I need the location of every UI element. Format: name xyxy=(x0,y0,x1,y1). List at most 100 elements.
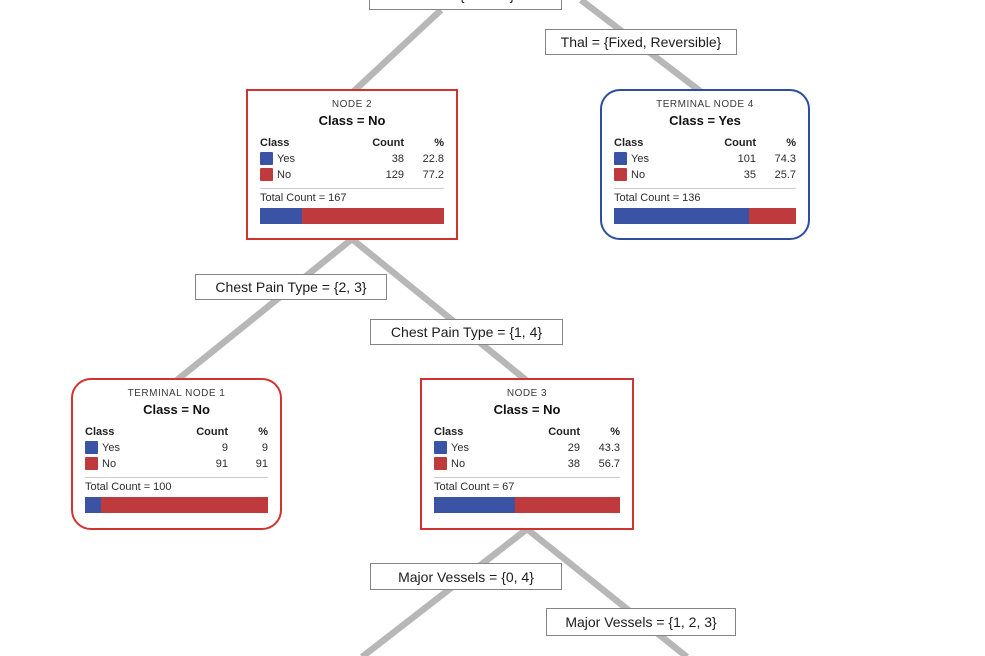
stat-table-header: Class Count % xyxy=(260,137,444,149)
stat-row-yes: Yes 101 74.3 xyxy=(614,152,796,165)
tree-edge xyxy=(174,236,355,383)
row-pct: 9 xyxy=(261,441,268,454)
edge-label-chest-pain-2-3: Chest Pain Type = {2, 3} xyxy=(195,274,387,300)
row-label: Yes xyxy=(277,152,295,165)
tree-node-3[interactable]: NODE 3 Class = No Class Count % Yes 29 4… xyxy=(420,378,634,530)
stat-row-no: No 91 91 xyxy=(85,457,268,470)
yes-bar-segment xyxy=(85,497,102,513)
yes-bar-segment xyxy=(614,208,750,224)
no-bar-segment xyxy=(301,208,444,224)
class-distribution-bar xyxy=(434,497,620,513)
row-pct: 91 xyxy=(255,457,268,470)
col-count: Count xyxy=(548,426,580,438)
yes-swatch xyxy=(434,441,447,454)
tree-edge xyxy=(349,236,529,383)
row-label: Yes xyxy=(631,152,649,165)
row-label: No xyxy=(277,168,292,181)
row-label: Yes xyxy=(102,441,120,454)
total-count: Total Count = 100 xyxy=(85,481,172,493)
node-class-label: Class = No xyxy=(493,402,561,417)
tree-terminal-node-4[interactable]: TERMINAL NODE 4 Class = Yes Class Count … xyxy=(600,89,810,240)
no-swatch xyxy=(85,457,98,470)
no-swatch xyxy=(434,457,447,470)
row-pct: 43.3 xyxy=(598,441,620,454)
tree-edge xyxy=(351,7,444,94)
row-label: No xyxy=(631,168,646,181)
col-class: Class xyxy=(260,137,290,149)
divider xyxy=(85,477,268,478)
edge-label-chest-pain-1-4: Chest Pain Type = {1, 4} xyxy=(370,319,563,345)
no-bar-segment xyxy=(749,208,796,224)
class-distribution-bar xyxy=(614,208,796,224)
class-distribution-bar xyxy=(85,497,268,513)
no-swatch xyxy=(260,168,273,181)
stat-row-yes: Yes 9 9 xyxy=(85,441,268,454)
row-pct: 74.3 xyxy=(774,152,796,165)
tree-edge xyxy=(360,526,529,656)
col-pct: % xyxy=(786,137,796,149)
col-class: Class xyxy=(614,137,644,149)
stat-row-no: No 129 77.2 xyxy=(260,168,444,181)
tree-edge xyxy=(524,526,690,656)
stat-row-no: No 35 25.7 xyxy=(614,168,796,181)
col-class: Class xyxy=(434,426,464,438)
row-label: Yes xyxy=(451,441,469,454)
node-title: TERMINAL NODE 4 xyxy=(656,99,754,110)
col-class: Class xyxy=(85,426,115,438)
yes-bar-segment xyxy=(434,497,515,513)
col-count: Count xyxy=(196,426,228,438)
tree-node-2[interactable]: NODE 2 Class = No Class Count % Yes 38 2… xyxy=(246,89,458,240)
edge-label-major-vessels-1-2-3: Major Vessels = {1, 2, 3} xyxy=(546,608,736,636)
node-class-label: Class = No xyxy=(143,402,210,417)
no-bar-segment xyxy=(101,497,268,513)
node-title: TERMINAL NODE 1 xyxy=(127,388,226,399)
stat-row-yes: Yes 29 43.3 xyxy=(434,441,620,454)
row-count: 9 xyxy=(221,441,228,454)
stat-row-yes: Yes 38 22.8 xyxy=(260,152,444,165)
divider xyxy=(614,188,796,189)
row-count: 101 xyxy=(737,152,756,165)
col-pct: % xyxy=(258,426,268,438)
edge-label-thal-fixed-reversible: Thal = {Fixed, Reversible} xyxy=(545,29,737,55)
yes-swatch xyxy=(260,152,273,165)
edge-label-major-vessels-0-4: Major Vessels = {0, 4} xyxy=(370,563,562,590)
col-pct: % xyxy=(610,426,620,438)
yes-swatch xyxy=(85,441,98,454)
node-class-label: Class = Yes xyxy=(669,113,741,128)
col-count: Count xyxy=(372,137,404,149)
no-swatch xyxy=(614,168,627,181)
row-count: 91 xyxy=(215,457,228,470)
row-count: 29 xyxy=(567,441,580,454)
class-distribution-bar xyxy=(260,208,444,224)
row-count: 38 xyxy=(567,457,580,470)
col-pct: % xyxy=(434,137,444,149)
stat-table-header: Class Count % xyxy=(85,426,268,438)
node-title: NODE 2 xyxy=(331,99,373,110)
row-label: No xyxy=(451,457,466,470)
total-count: Total Count = 67 xyxy=(434,481,515,493)
stat-table-header: Class Count % xyxy=(614,137,796,149)
tree-terminal-node-1[interactable]: TERMINAL NODE 1 Class = No Class Count %… xyxy=(71,378,282,530)
row-pct: 56.7 xyxy=(598,457,620,470)
yes-swatch xyxy=(614,152,627,165)
row-count: 129 xyxy=(385,168,404,181)
col-count: Count xyxy=(724,137,756,149)
node-class-label: Class = No xyxy=(318,113,386,128)
total-count: Total Count = 167 xyxy=(260,192,347,204)
row-label: No xyxy=(102,457,117,470)
stat-row-no: No 38 56.7 xyxy=(434,457,620,470)
total-count: Total Count = 136 xyxy=(614,192,701,204)
no-bar-segment xyxy=(514,497,620,513)
divider xyxy=(260,188,444,189)
edge-label-thal-normal: Thal = {Normal} xyxy=(369,0,562,10)
row-count: 38 xyxy=(391,152,404,165)
divider xyxy=(434,477,620,478)
row-count: 35 xyxy=(743,168,756,181)
row-pct: 22.8 xyxy=(422,152,444,165)
stat-table-header: Class Count % xyxy=(434,426,620,438)
yes-bar-segment xyxy=(260,208,302,224)
row-pct: 77.2 xyxy=(422,168,444,181)
node-title: NODE 3 xyxy=(506,388,548,399)
